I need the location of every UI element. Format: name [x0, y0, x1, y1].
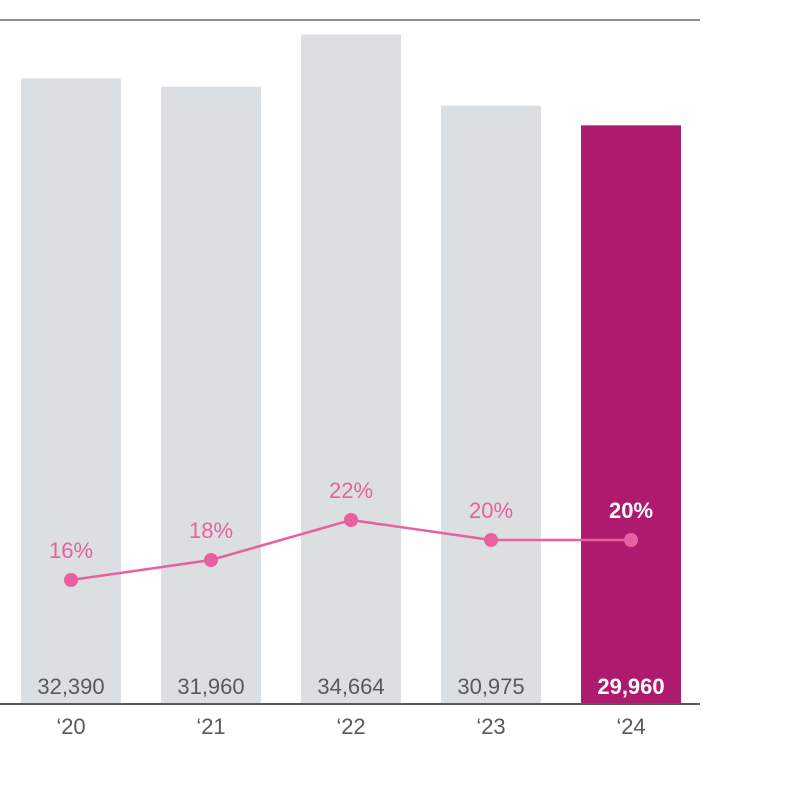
percent-point	[64, 573, 78, 587]
percent-label: 16%	[49, 538, 93, 563]
x-tick-label: ‘22	[336, 714, 365, 739]
percent-label: 18%	[189, 518, 233, 543]
bar-value-label: 30,975	[457, 674, 524, 699]
percent-label: 20%	[609, 498, 653, 523]
percent-line-layer: 16% 18% 22% 20% 20%	[49, 478, 653, 587]
bar-value-label: 34,664	[317, 674, 384, 699]
bar-value-label: 32,390	[37, 674, 104, 699]
percent-point	[204, 553, 218, 567]
percent-point	[484, 533, 498, 547]
x-tick-label: ‘20	[56, 714, 85, 739]
percent-point	[624, 533, 638, 547]
percent-label: 20%	[469, 498, 513, 523]
bar-0	[21, 78, 121, 705]
bar-4	[581, 125, 681, 705]
x-tick-label: ‘24	[616, 714, 645, 739]
percent-label: 22%	[329, 478, 373, 503]
bar-1	[161, 86, 261, 704]
x-tick-labels: ‘20 ‘21 ‘22 ‘23 ‘24	[56, 714, 645, 739]
bar-2	[301, 34, 401, 704]
percent-point	[344, 513, 358, 527]
bar-value-labels: 32,390 31,960 34,664 30,975 29,960	[37, 674, 664, 699]
x-tick-label: ‘21	[196, 714, 225, 739]
bar-value-label: 29,960	[597, 674, 664, 699]
bar-3	[441, 105, 541, 705]
bar-value-label: 31,960	[177, 674, 244, 699]
x-tick-label: ‘23	[476, 714, 505, 739]
bars	[21, 34, 681, 705]
